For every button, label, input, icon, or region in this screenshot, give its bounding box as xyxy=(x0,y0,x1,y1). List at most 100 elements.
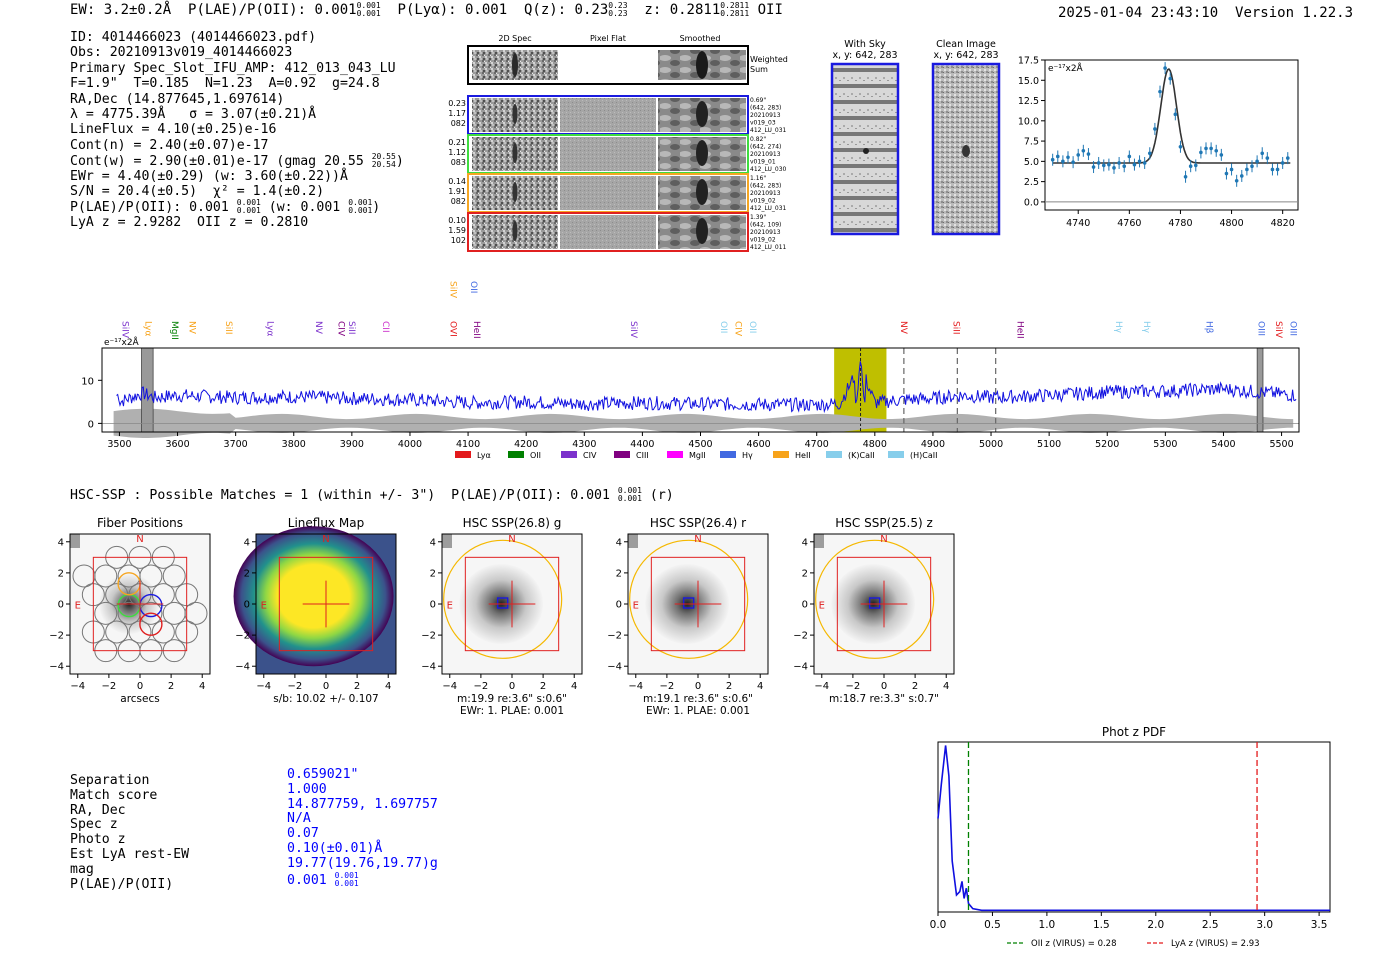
cutout-row-left-label: 1.12 xyxy=(448,148,466,157)
spectrum-xtick-label: 4100 xyxy=(456,439,480,450)
hsc-ytick-label: −4 xyxy=(793,662,808,673)
info-cont-w: Cont(w) = 2.90(±0.01)e-17 (gmag 20.55 xyxy=(70,154,364,170)
hsc-plae-lo: 0.001 xyxy=(617,494,642,503)
spectrum-legend-swatch xyxy=(455,451,471,458)
fiber-cutouts-panel: 2D Spec Pixel Flat Smoothed Weighted Sum… xyxy=(448,34,788,252)
fit-unit-label: e⁻¹⁷x2Å xyxy=(1048,62,1084,74)
fit-xtick-label: 4740 xyxy=(1066,218,1090,229)
cutout-row-left-label: 102 xyxy=(451,236,466,245)
spectrum-xtick-label: 3700 xyxy=(224,439,248,450)
spectrum-ytick-label: 0 xyxy=(88,419,94,430)
compass-n: N xyxy=(694,534,701,545)
spectrum-xtick-label: 3500 xyxy=(107,439,131,450)
hsc-match-box xyxy=(682,597,695,609)
cutout-row-right-label: 0.82" xyxy=(750,136,766,143)
match-label: Est LyA rest-EW xyxy=(70,846,190,862)
z-lo: 0.2811 xyxy=(720,9,750,18)
cutout-row-right-label: 412_LU_030 xyxy=(750,166,787,173)
spectrum-xtick-label: 4700 xyxy=(805,439,829,450)
match-value: 0.659021" xyxy=(287,767,438,783)
spectrum-unit-label: e⁻¹⁷x2Å xyxy=(104,336,140,348)
fit-ytick-label: 17.5 xyxy=(1018,56,1039,67)
hsc-ytick-label: −2 xyxy=(421,631,436,642)
cutout-row-flat xyxy=(560,137,656,171)
hsc-panel-title: Fiber Positions xyxy=(97,516,183,530)
fit-ytick-label: 10.0 xyxy=(1018,116,1039,127)
match-value: 1.000 xyxy=(287,782,438,798)
fit-data-point xyxy=(1270,167,1275,172)
spectrum-line-label: SiIV xyxy=(119,321,129,339)
qz-up: 0.23 xyxy=(608,1,628,10)
fit-xtick-label: 4760 xyxy=(1117,218,1141,229)
cutout-row-right-label: 20210913 xyxy=(750,190,781,197)
weighted-sum-smoothed-emission xyxy=(696,51,708,79)
match-value-text: 0.10(±0.01)Å xyxy=(287,840,383,856)
match-value-text: N/A xyxy=(287,811,311,827)
cutout-row-smoothed-emission xyxy=(696,140,708,166)
spectrum-legend-label: Hγ xyxy=(742,451,753,460)
spectrum-xtick-label: 4300 xyxy=(572,439,596,450)
spectrum-xtick-label: 4500 xyxy=(688,439,712,450)
hsc-panel-xlabel: m:18.7 re:3.3" s:0.7" xyxy=(829,693,939,705)
z-value: z: 0.2811 xyxy=(644,2,721,18)
hsc-panel-0: N E −4 −4 −2 −2 0 0 2 2 4 4 arcsecs xyxy=(49,533,211,705)
cutout-row-smoothed-emission xyxy=(696,101,708,127)
info-cont-n: Cont(n) = 2.40(±0.07)e-17 xyxy=(70,137,269,153)
compass-n: N xyxy=(322,534,329,545)
cutout-row-left-label: 1.59 xyxy=(448,226,466,235)
match-value: 14.877759, 1.697757 xyxy=(287,797,438,813)
fit-data-point xyxy=(1209,146,1213,151)
info-radec: RA,Dec (14.877645,1.697614) xyxy=(70,91,285,107)
spectrum-line-label: HeII xyxy=(471,321,481,339)
fit-ytick-label: 7.5 xyxy=(1024,137,1039,148)
photz-axes-frame xyxy=(937,741,1331,913)
match-plae-fraction: 0.001 0.001 xyxy=(334,871,359,888)
fit-data-point xyxy=(1280,161,1285,165)
match-value-text: 0.001 xyxy=(287,872,327,888)
photz-pdf-curve xyxy=(937,745,1330,912)
match-labels: Separation Match score RA, Dec Spec z Photo … xyxy=(70,773,190,892)
spectrum-legend-swatch xyxy=(826,451,842,458)
z-up: 0.2811 xyxy=(720,1,750,10)
hsc-xtick-label: −4 xyxy=(628,681,643,692)
info-lya-z: LyA z = 2.9282 OII z = 0.2810 xyxy=(70,214,309,230)
fiber-circle xyxy=(162,564,186,588)
hsc-ytick-label: 4 xyxy=(430,537,436,548)
hsc-aperture-circle xyxy=(815,539,935,659)
spectrum-legend-swatch xyxy=(720,451,736,458)
fiber-circle xyxy=(72,564,96,588)
cutout-row-flat xyxy=(560,215,656,249)
spectrum-legend-label: (H)CaII xyxy=(910,451,937,460)
hsc-ytick-label: 2 xyxy=(244,568,250,579)
match-plae-lo: 0.001 xyxy=(334,878,359,888)
spectrum-xtick-label: 5400 xyxy=(1211,439,1235,450)
hsc-ytick-label: 4 xyxy=(58,537,64,548)
hsc-panel-1: N E −4 −4 −2 −2 0 0 2 2 4 4 s/b: 10.02 +/- 0.107 xyxy=(233,526,397,705)
col-label-pixelflat: Pixel Flat xyxy=(590,34,626,43)
full-spectrum-chart: 0 10 3500 3600 3700 3800 3900 4000 4100 4200 4300 4… xyxy=(81,281,1300,460)
spectrum-legend-label: CIV xyxy=(583,451,597,460)
match-value-text: 0.659021" xyxy=(287,767,359,782)
spectrum-legend-label: CIII xyxy=(636,451,649,460)
spectrum-legend-label: Lyα xyxy=(477,451,491,460)
hsc-xtick-label: 4 xyxy=(943,681,949,692)
hsc-ytick-label: −2 xyxy=(607,631,622,642)
plya-value: P(Lyα): 0.001 xyxy=(397,2,508,18)
spectrum-line-label: NV xyxy=(898,321,908,335)
fit-data-point xyxy=(1158,89,1162,94)
fit-data-point xyxy=(1112,166,1116,170)
cutout-row-right-label: 1.39" xyxy=(750,214,766,221)
spectrum-line-label: CIV xyxy=(336,321,346,337)
hsc-panel-3: N E −4 −4 −2 −2 0 0 2 2 4 4 m:19.1 re:3.6" s:0.6"EWr… xyxy=(607,533,769,717)
hsc-xtick-label: 2 xyxy=(168,681,174,692)
spectrum-line-label: Hγ xyxy=(1113,321,1123,334)
info-plae-w-up: 0.001 xyxy=(348,198,373,208)
version: Version 1.22.3 xyxy=(1235,5,1354,21)
fit-data-point xyxy=(1260,151,1265,156)
spectrum-xtick-label: 5300 xyxy=(1153,439,1177,450)
cutout-row-right-label: v019_01 xyxy=(750,159,776,166)
spectrum-xtick-label: 5100 xyxy=(1037,439,1061,450)
fit-data-point xyxy=(1132,162,1137,167)
clean-image-coords: x, y: 642, 283 xyxy=(933,50,998,61)
fit-ytick-label: 5.0 xyxy=(1024,157,1039,168)
